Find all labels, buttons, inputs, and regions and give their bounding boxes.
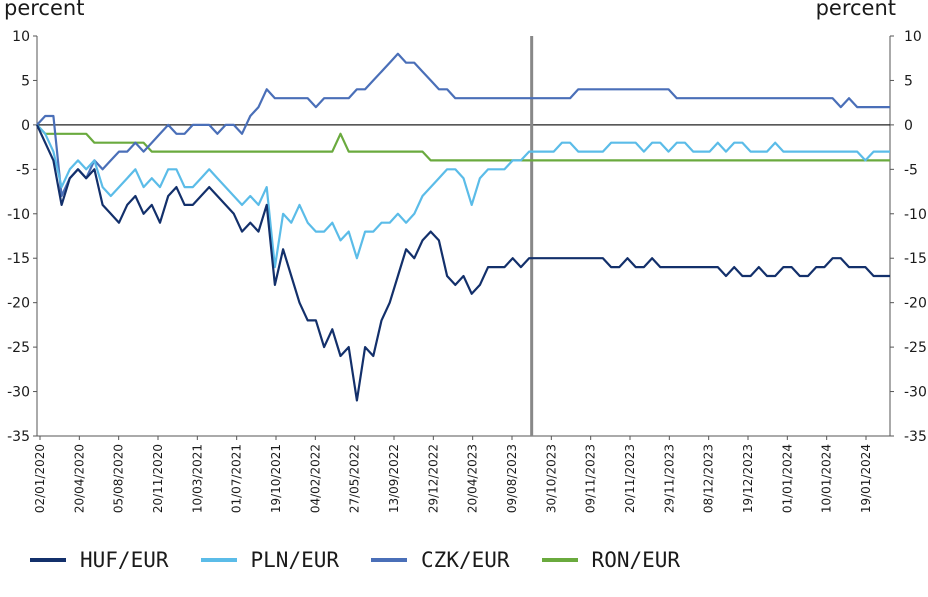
legend-label: PLN/EUR (250, 548, 340, 572)
legend-label: RON/EUR (591, 548, 681, 572)
legend-item-pln-eur: PLN/EUR (200, 548, 340, 572)
legend-swatch (30, 558, 66, 562)
x-tick-label: 19/10/2021 (269, 444, 283, 513)
series-line-ron-eur (36, 124, 890, 162)
legend-swatch (371, 558, 408, 562)
left-axis-unit: percent (4, 0, 85, 20)
left-y-tick-label: -35 (7, 429, 30, 445)
legend-label: CZK/EUR (421, 548, 510, 572)
right-y-tick-label: -5 (904, 162, 918, 178)
x-tick-label: 08/12/2023 (702, 444, 716, 513)
right-y-axis-labels: 10 5 0 -5 -10 -15 -20 -25 -30 -35 (904, 29, 927, 445)
right-y-tick-label: -30 (904, 385, 927, 401)
x-tick-label: 04/02/2022 (308, 444, 322, 513)
x-tick-label: 09/11/2023 (584, 444, 598, 513)
x-tick-label: 09/08/2023 (505, 444, 519, 513)
right-y-tick-label: -35 (904, 429, 927, 445)
right-y-tick-label: -20 (904, 296, 927, 312)
x-tick-label: 29/11/2023 (662, 444, 676, 513)
left-y-tick-label: -10 (7, 207, 30, 223)
x-tick-label: 13/09/2022 (387, 444, 401, 513)
legend-item-huf-eur: HUF/EUR (30, 548, 169, 572)
x-tick-label: 01/01/2024 (780, 444, 794, 513)
legend-item-ron-eur: RON/EUR (541, 548, 681, 572)
right-y-tick-label: 0 (904, 118, 913, 134)
x-tick-label: 20/04/2020 (72, 444, 86, 513)
left-y-tick-label: -20 (7, 296, 30, 312)
series-lines (36, 52, 890, 402)
legend-item-czk-eur: CZK/EUR (371, 548, 510, 572)
series-line-huf-eur (36, 124, 890, 402)
left-y-tick-label: -25 (7, 340, 30, 356)
right-y-tick-label: 5 (904, 73, 913, 89)
series-line-czk-eur (36, 52, 890, 198)
left-y-tick-label: 10 (12, 29, 30, 45)
x-tick-label: 10/03/2021 (190, 444, 204, 513)
x-tick-label: 20/04/2023 (466, 444, 480, 513)
chart-axes (33, 35, 894, 440)
left-y-tick-label: -5 (16, 162, 30, 178)
x-axis-labels: 02/01/2020 20/04/2020 05/08/2020 20/11/2020… (33, 444, 873, 513)
x-tick-label: 27/05/2022 (348, 444, 362, 513)
x-tick-label: 20/11/2020 (151, 444, 165, 513)
x-tick-label: 20/11/2023 (623, 444, 637, 513)
legend-swatch (200, 558, 237, 562)
right-y-tick-label: 10 (904, 29, 922, 45)
x-tick-label: 30/10/2023 (544, 444, 558, 513)
right-y-tick-label: -25 (904, 340, 927, 356)
legend-swatch (541, 558, 578, 562)
legend: HUF/EUR PLN/EUR CZK/EUR RON/EUR (30, 548, 712, 572)
left-y-tick-label: 0 (21, 118, 30, 134)
right-y-tick-label: -10 (904, 207, 927, 223)
left-y-tick-label: 5 (21, 73, 30, 89)
x-tick-label: 29/12/2022 (426, 444, 440, 513)
x-tick-label: 19/01/2024 (859, 444, 873, 513)
x-tick-label: 01/07/2021 (230, 444, 244, 513)
x-tick-label: 05/08/2020 (112, 444, 126, 513)
left-y-tick-label: -15 (7, 251, 30, 267)
series-line-pln-eur (36, 124, 890, 269)
right-axis-unit: percent (815, 0, 896, 20)
legend-label: HUF/EUR (80, 548, 169, 572)
right-y-tick-label: -15 (904, 251, 927, 267)
x-tick-label: 19/12/2023 (741, 444, 755, 513)
left-y-axis-labels: 10 5 0 -5 -10 -15 -20 -25 -30 -35 (7, 29, 30, 445)
x-tick-label: 02/01/2020 (33, 444, 47, 513)
left-y-tick-label: -30 (7, 385, 30, 401)
x-tick-label: 10/01/2024 (820, 444, 834, 513)
